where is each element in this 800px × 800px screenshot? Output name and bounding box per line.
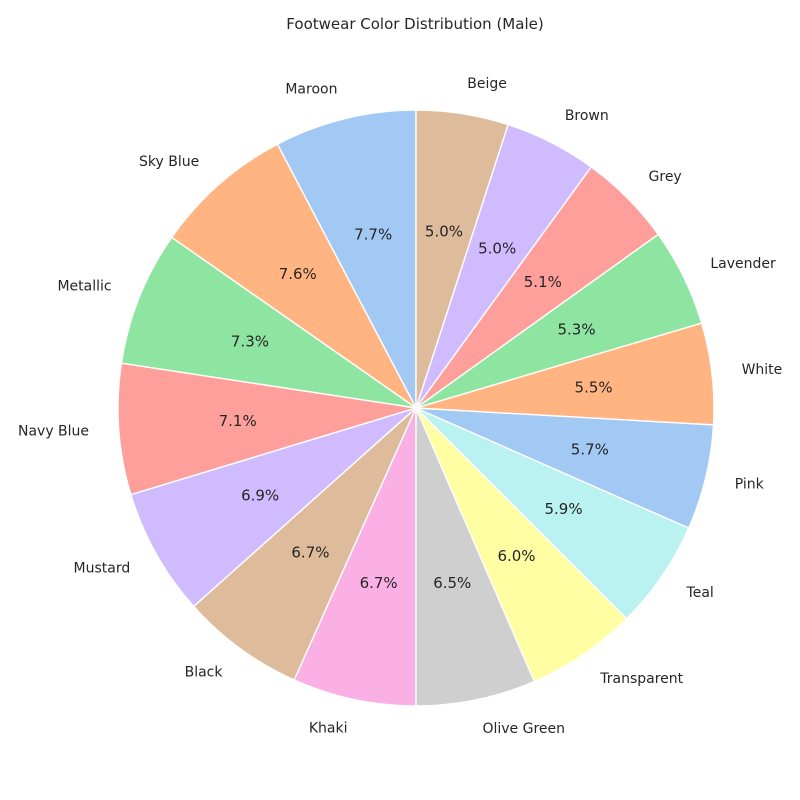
- chart-title: Footwear Color Distribution (Male): [286, 15, 544, 33]
- pie-slice-khaki: [293, 407, 417, 707]
- category-label-lavender: Lavender: [710, 256, 776, 272]
- category-label-mustard: Mustard: [74, 561, 131, 577]
- category-label-maroon: Maroon: [285, 82, 337, 98]
- pct-label-maroon: 7.7%: [354, 225, 392, 243]
- category-label-metallic: Metallic: [57, 278, 111, 294]
- pie-slice-mustard: [130, 407, 417, 608]
- category-label-brown: Brown: [565, 108, 609, 124]
- category-label-black: Black: [185, 665, 224, 681]
- category-label-navy-blue: Navy Blue: [18, 424, 89, 440]
- pie-slice-metallic: [120, 236, 417, 409]
- pct-label-metallic: 7.3%: [231, 333, 269, 351]
- category-label-sky-blue: Sky Blue: [139, 154, 199, 170]
- pct-label-black: 6.7%: [291, 543, 329, 561]
- pct-label-beige: 5.0%: [425, 222, 463, 240]
- pie-slice-navy-blue: [117, 362, 417, 496]
- category-label-teal: Teal: [686, 585, 714, 601]
- pie-slice-beige: [415, 109, 509, 409]
- pct-label-mustard: 6.9%: [241, 487, 279, 505]
- category-label-grey: Grey: [649, 169, 682, 185]
- pct-label-lavender: 5.3%: [558, 320, 596, 338]
- category-label-khaki: Khaki: [309, 721, 348, 737]
- pct-label-teal: 5.9%: [545, 500, 583, 518]
- pct-label-olive-green: 6.5%: [433, 574, 471, 592]
- pct-label-grey: 5.1%: [524, 273, 562, 291]
- category-label-transparent: Transparent: [599, 671, 683, 687]
- pct-label-pink: 5.7%: [571, 441, 609, 459]
- pct-label-sky-blue: 7.6%: [279, 265, 317, 283]
- pct-label-transparent: 6.0%: [497, 547, 535, 565]
- pie-slice-sky-blue: [170, 143, 417, 409]
- pie-slice-maroon: [276, 109, 417, 409]
- category-label-beige: Beige: [467, 76, 507, 92]
- pie-slices: [117, 109, 715, 707]
- pct-label-brown: 5.0%: [478, 240, 516, 258]
- category-label-pink: Pink: [735, 477, 765, 493]
- category-label-white: White: [742, 362, 783, 378]
- pie-slice-black: [192, 407, 417, 681]
- pct-label-white: 5.5%: [575, 378, 613, 396]
- pie-slice-olive-green: [415, 407, 536, 707]
- category-label-olive-green: Olive Green: [482, 721, 565, 737]
- pie-labels: 7.7% Maroon 7.6% Sky Blue 7.3% Metallic 7.1% Na…: [18, 76, 782, 737]
- pct-label-khaki: 6.7%: [360, 574, 398, 592]
- pct-label-navy-blue: 7.1%: [219, 412, 257, 430]
